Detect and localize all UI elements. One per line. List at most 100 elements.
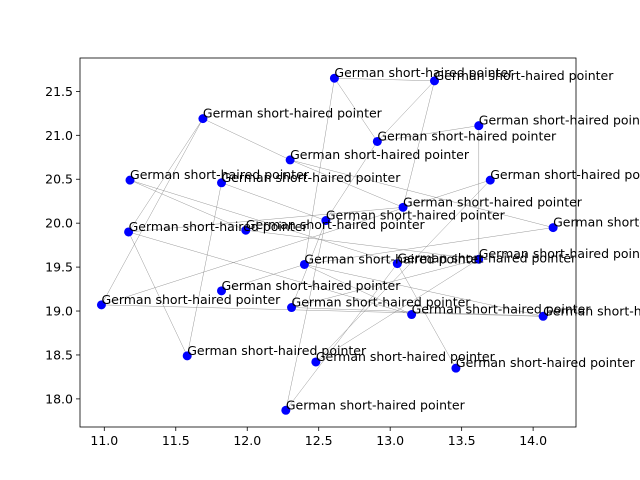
data-point	[198, 114, 208, 124]
y-tick-label: 21.0	[45, 128, 73, 143]
edge-line	[291, 258, 479, 308]
point-label: German short-haired pointer	[130, 167, 310, 182]
edge-line	[304, 264, 544, 317]
data-point	[125, 175, 135, 185]
point-label: German short-haired pointer	[397, 251, 577, 266]
edge-line	[291, 307, 544, 317]
data-point	[548, 223, 558, 233]
data-point	[299, 259, 309, 269]
edge-line	[304, 78, 335, 265]
edge-line	[101, 179, 491, 306]
point-label: German short-haired pointer	[456, 355, 636, 370]
x-tick-label: 11.0	[90, 433, 118, 448]
edge-line	[221, 182, 326, 221]
x-tick-label: 11.5	[162, 433, 190, 448]
edge-line	[186, 182, 222, 356]
edge-layer	[101, 77, 554, 411]
edge-line	[128, 118, 204, 233]
edge-line	[325, 141, 378, 221]
data-point	[429, 76, 439, 86]
edge-line	[315, 258, 479, 363]
point-label: German short-haired pointer	[290, 147, 470, 162]
edge-line	[128, 231, 188, 356]
edge-line	[334, 77, 435, 82]
x-axis: 11.0 11.5 12.0 12.5 13.0 13.5 14.0	[90, 427, 547, 448]
data-point	[329, 73, 339, 83]
edge-line	[334, 78, 378, 142]
data-point	[241, 225, 251, 235]
point-label: German short-haired pointer	[292, 295, 472, 310]
edge-line	[101, 118, 204, 305]
data-point	[287, 303, 297, 313]
point-label: German short-haired pointer	[412, 302, 592, 317]
y-tick-label: 18.5	[45, 347, 73, 362]
plot-frame	[79, 57, 577, 428]
edge-line	[129, 179, 398, 264]
point-label: German short-haired pointer	[222, 278, 402, 293]
edge-line	[397, 263, 457, 369]
point-label: German short-haired pointer	[286, 397, 466, 412]
x-tick-label: 13.5	[448, 433, 476, 448]
point-label: German short-haired pointer	[316, 349, 496, 364]
data-point	[407, 310, 417, 320]
data-point	[124, 227, 134, 237]
point-layer	[96, 73, 558, 415]
y-tick-label: 20.0	[45, 216, 73, 231]
data-point	[182, 351, 192, 361]
point-label: German short-haired pointer	[129, 219, 309, 234]
edge-line	[377, 125, 479, 142]
edge-line	[128, 207, 404, 233]
y-tick-label: 21.5	[45, 84, 73, 99]
edge-line	[402, 80, 435, 208]
point-label: German short-haired pointer	[377, 128, 557, 143]
edge-line	[315, 179, 491, 363]
point-label: German short-haired pointer	[490, 167, 640, 182]
point-label: German short-haired pointer	[246, 217, 426, 232]
data-point	[474, 254, 484, 264]
x-tick-label: 14.0	[519, 433, 547, 448]
point-label: German short-haired pointer	[479, 113, 640, 128]
edge-line	[245, 229, 479, 260]
x-tick-label: 13.0	[376, 433, 404, 448]
edge-line	[377, 80, 435, 142]
data-point	[398, 202, 408, 212]
x-tick-label: 12.0	[233, 433, 261, 448]
edge-line	[221, 264, 305, 292]
edge-line	[285, 263, 398, 411]
edge-line	[101, 304, 544, 317]
point-label: German short-haired pointer	[326, 208, 506, 223]
data-point	[285, 155, 295, 165]
point-label: German short-haired pointer	[101, 292, 281, 307]
edge-line	[304, 227, 554, 265]
x-tick-label: 12.5	[305, 433, 333, 448]
data-point	[485, 175, 495, 185]
data-point	[372, 136, 382, 146]
point-label: German short-haired pointer	[334, 65, 514, 80]
data-point	[281, 405, 291, 415]
edge-line	[290, 159, 554, 228]
point-label: German short-haired pointer	[187, 343, 367, 358]
y-tick-label: 19.0	[45, 304, 73, 319]
point-label: German short-haired pointer	[479, 246, 640, 261]
data-point	[96, 300, 106, 310]
data-point	[451, 363, 461, 373]
point-label: German short-haired pointer	[203, 106, 383, 121]
point-label: German short-haired pointer	[403, 194, 583, 209]
point-label: German short-haired pointer	[543, 303, 640, 318]
data-point	[474, 121, 484, 131]
data-point	[217, 286, 227, 296]
edge-line	[304, 264, 412, 315]
edge-line	[290, 159, 404, 208]
edge-line	[129, 179, 246, 231]
point-label: German short-haired pointer	[304, 251, 484, 266]
data-point	[217, 178, 227, 188]
data-point	[321, 216, 331, 226]
edge-line	[285, 220, 327, 411]
edge-line	[128, 231, 412, 315]
point-label: German short-haired pointer	[553, 215, 640, 230]
data-point	[311, 357, 321, 367]
y-tick-label: 18.0	[45, 391, 73, 406]
point-label: German short-haired pointer	[222, 170, 402, 185]
